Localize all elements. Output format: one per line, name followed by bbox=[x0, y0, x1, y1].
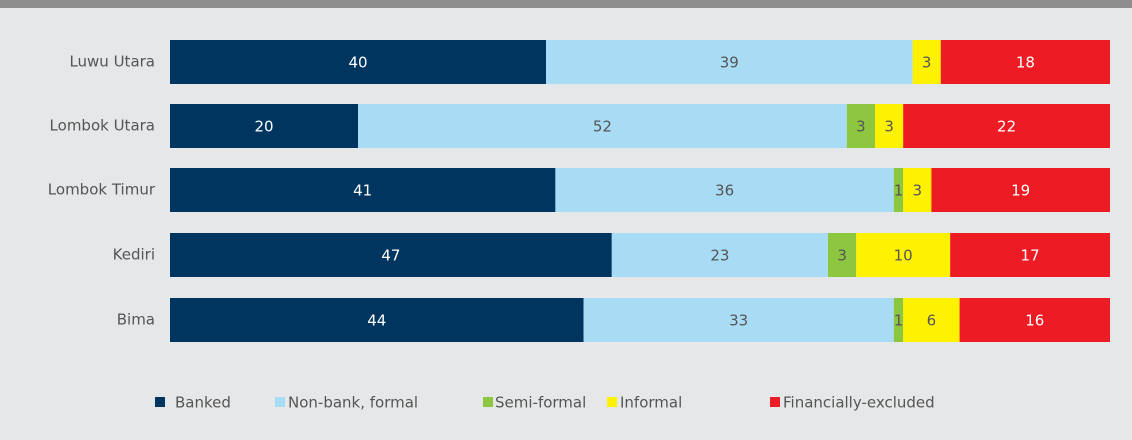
bar-segment bbox=[170, 168, 556, 212]
value-label: 23 bbox=[710, 247, 729, 265]
value-label: 20 bbox=[254, 118, 273, 136]
legend-label: Non-bank, formal bbox=[288, 394, 418, 412]
value-label: 16 bbox=[1025, 312, 1044, 330]
category-label: Bima bbox=[117, 311, 155, 329]
value-label: 1 bbox=[894, 312, 904, 330]
bar-segment bbox=[856, 233, 951, 277]
bar-segment bbox=[912, 40, 941, 84]
value-label: 10 bbox=[894, 247, 913, 265]
value-label: 3 bbox=[884, 118, 894, 136]
category-label: Kediri bbox=[113, 246, 155, 264]
bar-segment bbox=[170, 104, 358, 148]
value-label: 36 bbox=[715, 182, 734, 200]
value-label: 19 bbox=[1011, 182, 1030, 200]
legend-label: Banked bbox=[175, 394, 231, 412]
bar-segment bbox=[170, 40, 546, 84]
legend-swatch bbox=[275, 397, 285, 407]
bar-segment bbox=[903, 168, 932, 212]
value-label: 3 bbox=[837, 247, 847, 265]
category-label: Luwu Utara bbox=[69, 53, 155, 71]
value-label: 41 bbox=[353, 182, 372, 200]
bar-segment bbox=[903, 104, 1110, 148]
bar-segment bbox=[875, 104, 904, 148]
bar-segment bbox=[170, 298, 584, 342]
value-label: 40 bbox=[348, 54, 367, 72]
bar-segment bbox=[611, 233, 828, 277]
value-label: 44 bbox=[367, 312, 386, 330]
legend-swatch bbox=[770, 397, 780, 407]
bar-segment bbox=[940, 40, 1110, 84]
value-label: 52 bbox=[593, 118, 612, 136]
legend-label: Informal bbox=[620, 394, 682, 412]
bar-segment bbox=[828, 233, 857, 277]
bar-segment bbox=[846, 104, 875, 148]
bar-segment bbox=[555, 168, 894, 212]
bar-segment bbox=[950, 233, 1110, 277]
legend-label: Semi-formal bbox=[495, 394, 586, 412]
bar-segment bbox=[903, 298, 960, 342]
value-label: 17 bbox=[1021, 247, 1040, 265]
bar-segment bbox=[893, 168, 904, 212]
value-label: 18 bbox=[1016, 54, 1035, 72]
legend-swatch bbox=[607, 397, 617, 407]
value-label: 3 bbox=[856, 118, 866, 136]
bar-segment bbox=[358, 104, 847, 148]
top-band bbox=[0, 0, 1132, 8]
value-label: 47 bbox=[381, 247, 400, 265]
bar-segment bbox=[931, 168, 1110, 212]
bar-segment bbox=[959, 298, 1110, 342]
bar-segment bbox=[583, 298, 894, 342]
legend-swatch bbox=[483, 397, 493, 407]
bar-segment bbox=[893, 298, 904, 342]
legend-label: Financially-excluded bbox=[783, 394, 935, 412]
value-label: 3 bbox=[922, 54, 932, 72]
value-label: 6 bbox=[927, 312, 937, 330]
legend-swatch bbox=[155, 397, 165, 407]
category-label: Lombok Utara bbox=[50, 117, 155, 135]
value-label: 39 bbox=[720, 54, 739, 72]
category-label: Lombok Timur bbox=[48, 181, 156, 199]
bar-segment bbox=[546, 40, 913, 84]
bar-segment bbox=[170, 233, 612, 277]
value-label: 1 bbox=[894, 182, 904, 200]
value-label: 3 bbox=[913, 182, 923, 200]
value-label: 22 bbox=[997, 118, 1016, 136]
value-label: 33 bbox=[729, 312, 748, 330]
